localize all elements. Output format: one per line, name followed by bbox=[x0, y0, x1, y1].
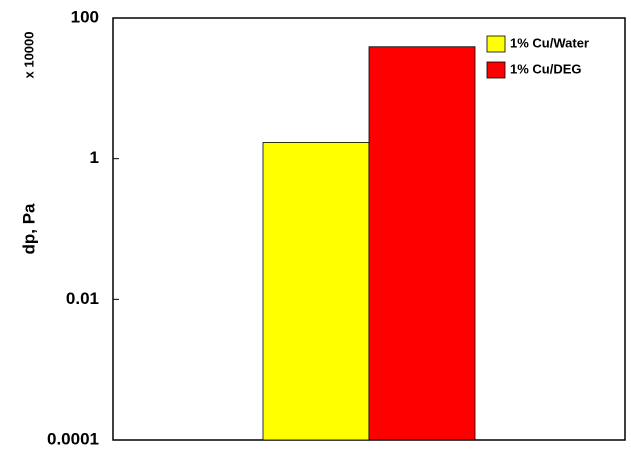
y-multiplier: x 10000 bbox=[21, 32, 36, 79]
y-axis-label: dp, Pa bbox=[19, 203, 38, 255]
y-tick-label: 1 bbox=[90, 148, 99, 167]
legend-label: 1% Cu/DEG bbox=[510, 61, 582, 76]
y-tick-label: 0.01 bbox=[66, 289, 99, 308]
bar bbox=[262, 142, 370, 441]
bar bbox=[368, 46, 476, 441]
legend-label: 1% Cu/Water bbox=[510, 35, 589, 50]
y-tick-label: 0.0001 bbox=[47, 429, 99, 448]
legend-swatch bbox=[486, 61, 506, 79]
y-tick-label: 100 bbox=[71, 7, 99, 26]
legend-swatch bbox=[486, 35, 506, 53]
legend: 1% Cu/Water 1% Cu/DEG bbox=[486, 35, 589, 79]
